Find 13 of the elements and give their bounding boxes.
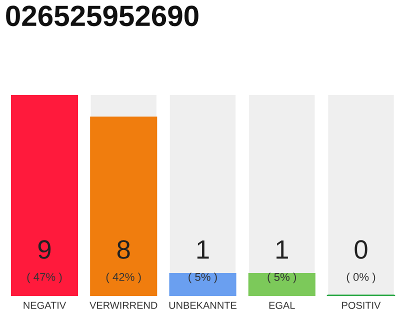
data-label: 1 ( 5% ) (188, 240, 217, 284)
data-label: 8 ( 42% ) (106, 240, 141, 284)
data-label: 0 ( 0% ) (346, 240, 376, 284)
x-tick-label: POSITIV (342, 302, 381, 309)
x-tick-label: NEGATIV (24, 302, 66, 309)
bar (248, 272, 316, 296)
x-tick-label: VERWIRREND (90, 302, 158, 309)
x-tick-label: EGAL (269, 302, 295, 309)
chart-title: 026525952690 (6, 6, 198, 26)
data-label: 9 ( 47% ) (27, 240, 62, 284)
x-tick-label: UNBEKANNTE (169, 302, 236, 309)
bar (169, 272, 236, 296)
data-label: 1 ( 5% ) (268, 240, 296, 284)
